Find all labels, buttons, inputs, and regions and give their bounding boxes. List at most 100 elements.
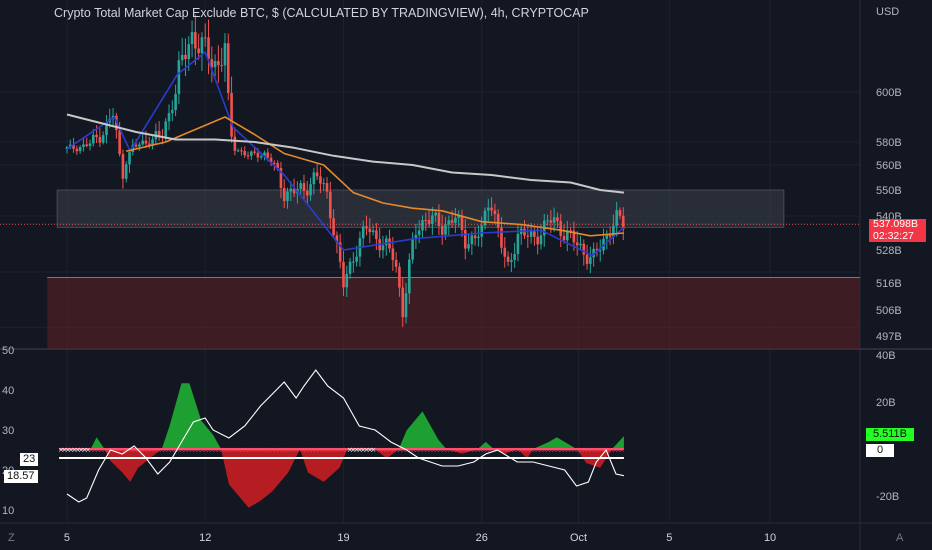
candle-body <box>250 151 253 156</box>
candle <box>279 161 283 199</box>
signal-marker: × <box>139 446 145 454</box>
signal-marker: × <box>176 446 182 454</box>
signal-marker: × <box>407 446 413 454</box>
adx-axis-tick: 40 <box>2 385 14 397</box>
signal-marker: × <box>545 446 551 454</box>
candle-body <box>282 188 286 202</box>
signal-marker: × <box>260 446 266 454</box>
signal-marker: × <box>612 446 618 454</box>
candle <box>368 218 372 244</box>
signal-marker: × <box>579 446 585 454</box>
candle <box>483 207 487 230</box>
signal-marker: × <box>115 446 121 454</box>
signal-marker: × <box>169 446 175 454</box>
signal-marker: × <box>417 446 423 454</box>
candle <box>180 38 184 66</box>
candle <box>322 178 326 191</box>
candle-body <box>569 230 572 232</box>
signal-marker: × <box>85 446 91 454</box>
candle-body <box>240 150 243 152</box>
candle-body <box>302 183 306 191</box>
signal-marker: × <box>199 446 205 454</box>
candle <box>437 204 441 236</box>
signal-marker: × <box>162 446 168 454</box>
signal-marker: × <box>515 446 521 454</box>
signal-marker: × <box>192 446 198 454</box>
y-tick-label: 600B <box>876 87 902 99</box>
candle-body <box>220 65 223 67</box>
signal-marker: × <box>558 446 564 454</box>
x-tick-label: 26 <box>476 532 488 544</box>
candle-body <box>75 148 79 152</box>
candle-body <box>210 59 214 68</box>
candle <box>457 210 460 227</box>
candle <box>282 179 286 209</box>
candle <box>352 252 355 273</box>
signal-marker: × <box>313 446 319 454</box>
signal-marker: × <box>464 446 470 454</box>
candle <box>240 147 243 156</box>
signal-marker: × <box>548 446 554 454</box>
candle-body <box>174 94 177 111</box>
candle-body <box>618 210 622 216</box>
candle-body <box>444 224 447 235</box>
signal-marker: × <box>223 446 229 454</box>
candle-body <box>342 261 345 288</box>
candle-body <box>223 43 227 66</box>
signal-marker: × <box>357 446 363 454</box>
signal-marker: × <box>239 446 245 454</box>
candle <box>332 209 335 239</box>
candle <box>427 209 431 228</box>
candle-body <box>440 225 444 235</box>
candle <box>463 219 467 260</box>
signal-marker: × <box>508 446 514 454</box>
signal-marker: × <box>129 446 135 454</box>
zoom-icon: Z <box>8 532 15 544</box>
candle-body <box>246 155 250 157</box>
candle-body <box>263 152 266 157</box>
candle <box>138 142 141 151</box>
candle-body <box>78 146 82 152</box>
candle-body <box>368 228 372 233</box>
x-tick-label: 5 <box>666 532 672 544</box>
signal-marker: × <box>582 446 588 454</box>
signal-marker: × <box>481 446 487 454</box>
signal-marker: × <box>280 446 286 454</box>
candle <box>371 225 375 236</box>
signal-marker: × <box>266 446 272 454</box>
candle <box>618 207 622 220</box>
candle-body <box>404 293 408 318</box>
signal-marker: × <box>172 446 178 454</box>
candle <box>207 19 210 75</box>
candle-body <box>187 44 191 60</box>
signal-marker: × <box>525 446 531 454</box>
signal-marker: × <box>307 446 313 454</box>
candle-body <box>605 234 609 239</box>
bear-momentum-area <box>66 449 624 508</box>
candle-body <box>276 163 279 168</box>
candle <box>605 229 609 250</box>
candle-body <box>124 164 128 179</box>
candle-body <box>457 215 460 218</box>
candle <box>230 76 233 143</box>
signal-marker: × <box>414 446 420 454</box>
candle-body <box>171 110 174 114</box>
candle-body <box>85 144 89 147</box>
signal-marker: × <box>572 446 578 454</box>
candle-body <box>612 225 615 237</box>
candle-body <box>322 183 326 185</box>
candle <box>345 265 349 297</box>
candle-body <box>121 154 125 179</box>
candle-body <box>319 176 322 184</box>
candle-body <box>575 242 579 246</box>
candle-body <box>434 212 437 216</box>
signal-marker: × <box>92 446 98 454</box>
signal-marker: × <box>213 446 219 454</box>
candle-body <box>477 236 480 239</box>
candle-body <box>332 218 335 236</box>
candle-body <box>325 183 329 192</box>
candle-body <box>589 257 592 264</box>
signal-marker: × <box>485 446 491 454</box>
signal-marker: × <box>401 446 407 454</box>
